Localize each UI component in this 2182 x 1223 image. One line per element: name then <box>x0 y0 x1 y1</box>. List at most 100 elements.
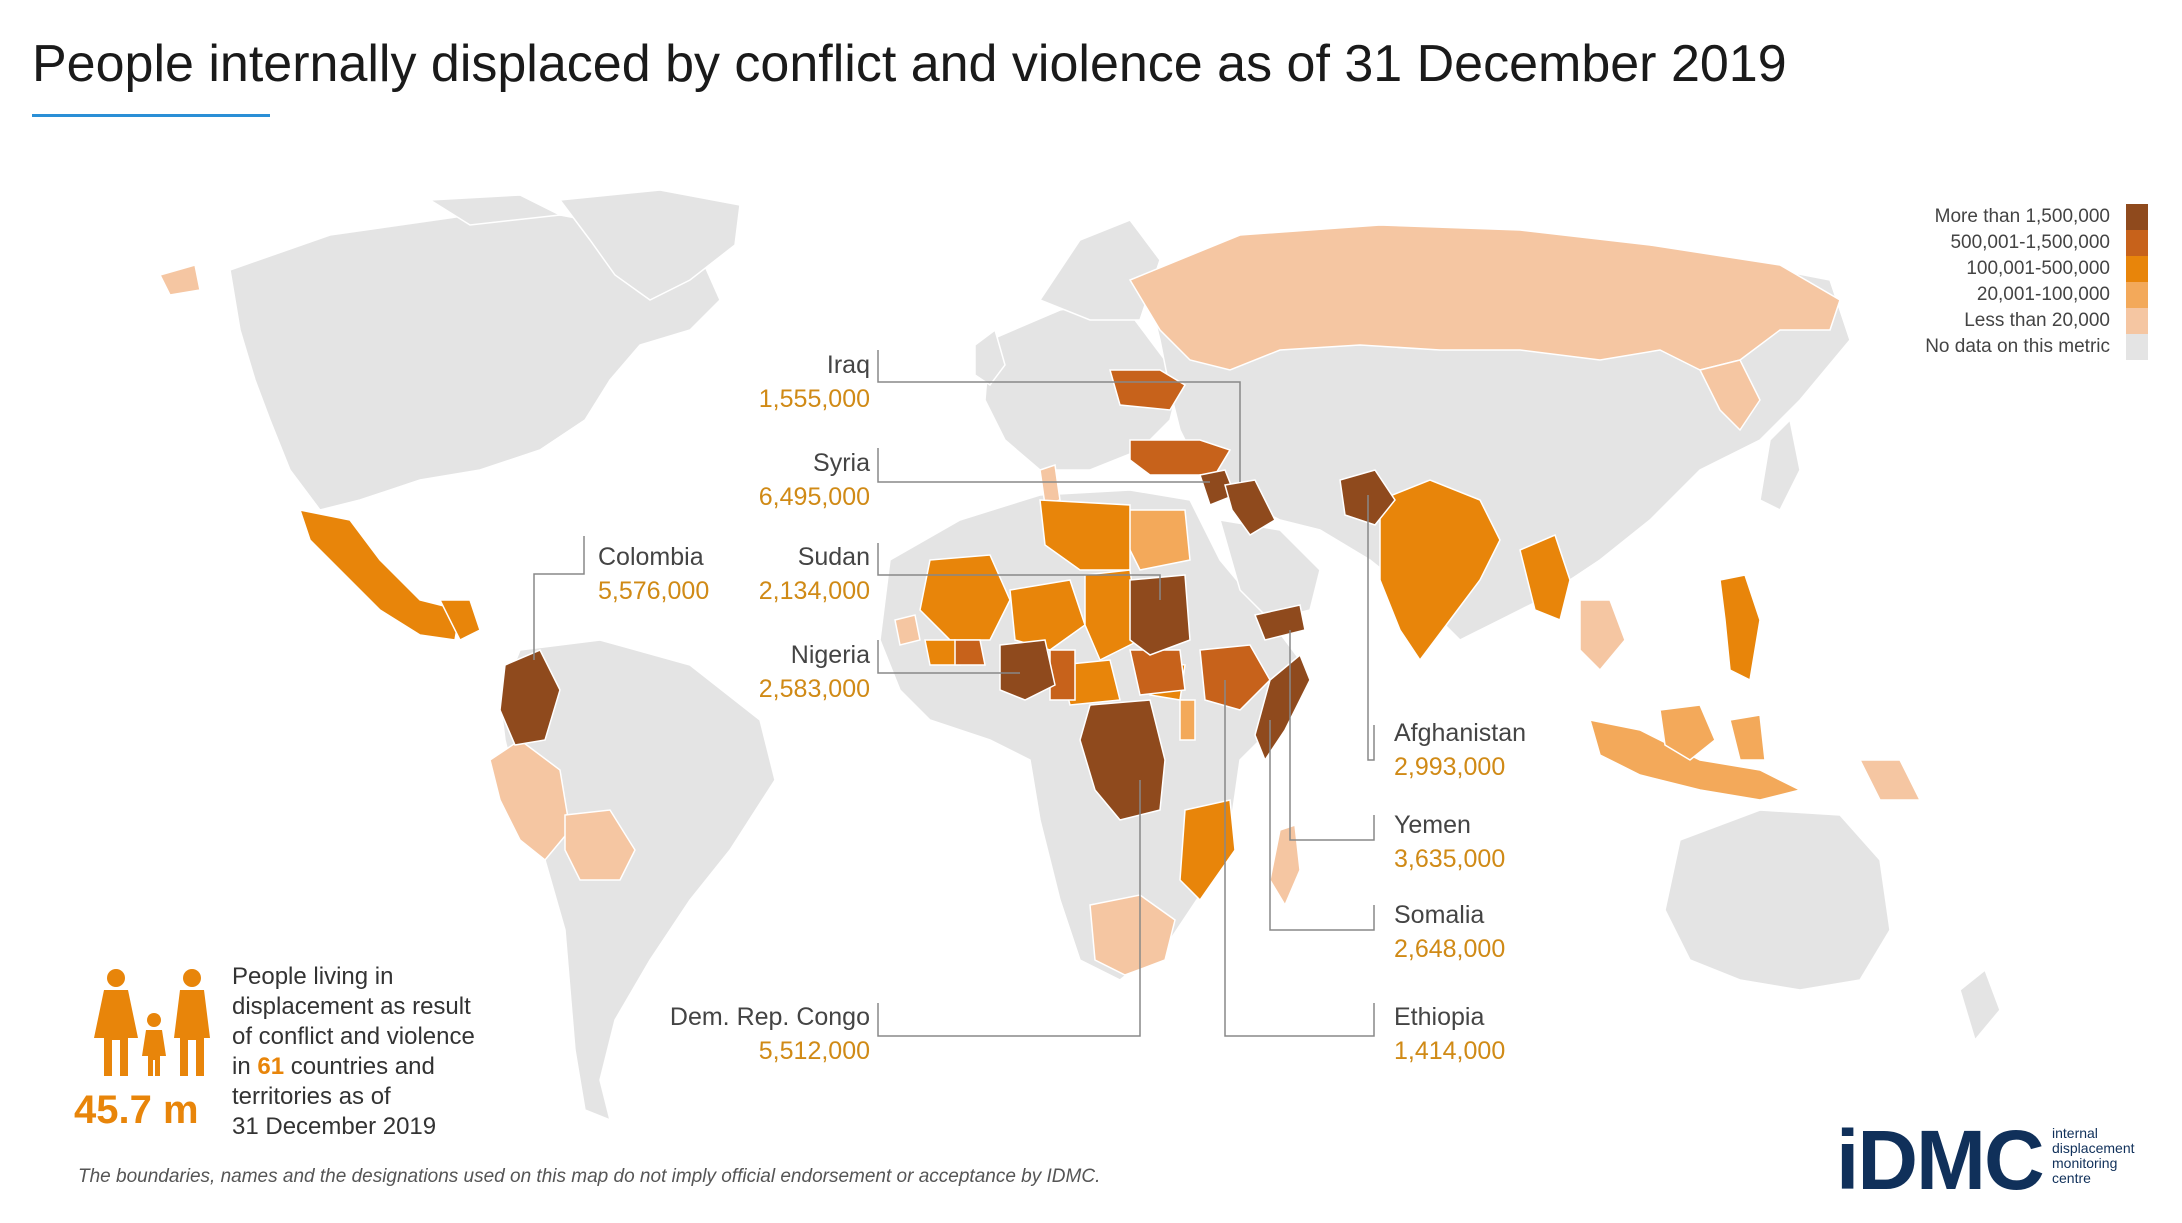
yemen-region <box>1253 604 1306 641</box>
stat-line: 31 December 2019 <box>232 1113 437 1140</box>
new-zealand-land <box>1959 968 2001 1042</box>
disclaimer-text: The boundaries, names and the designatio… <box>78 1166 1101 1187</box>
callout-somalia: Somalia 2,648,000 <box>1394 898 1505 966</box>
callout-colombia: Colombia 5,576,000 <box>598 540 709 608</box>
callout-country-name: Iraq <box>826 351 870 379</box>
logo-wordmark: iDMC <box>1836 1113 2045 1207</box>
bolivia-region <box>564 809 636 881</box>
libya-region <box>1039 499 1131 571</box>
callout-country-name: Dem. Rep. Congo <box>669 1003 870 1031</box>
ethiopia-region <box>1199 644 1271 711</box>
libya-adjacent-region <box>1039 464 1061 506</box>
callout-country-name: Afghanistan <box>1394 719 1527 747</box>
callout-country-name: Colombia <box>598 543 704 571</box>
png-region <box>1858 759 1922 801</box>
somalia-leader-line <box>1269 720 1375 931</box>
callout-country-name: Yemen <box>1394 811 1471 839</box>
central-america-region <box>438 599 481 642</box>
stat-country-count: 61 <box>257 1053 285 1080</box>
stat-line: People living in <box>232 963 394 990</box>
legend-swatch <box>2126 230 2148 256</box>
total-displaced-figure: 45.7 m <box>74 1088 199 1132</box>
callout-value: 5,576,000 <box>598 577 710 605</box>
iraq-region <box>1224 479 1276 536</box>
logo-subtitle-line: internal <box>2052 1125 2098 1141</box>
map-title: People internally displaced by conflict … <box>32 35 1787 93</box>
legend-label: More than 1,500,000 <box>1934 206 2110 227</box>
callout-country-name: Syria <box>813 449 870 477</box>
borneo-region <box>1659 704 1716 761</box>
russia-far-east-region <box>1698 359 1761 432</box>
logo-subtitle-line: centre <box>2052 1170 2091 1186</box>
chad-region <box>1084 569 1141 662</box>
callout-syria: Syria 6,495,000 <box>759 446 870 514</box>
uk-land <box>974 328 1006 387</box>
legend-label: Less than 20,000 <box>1964 310 2110 331</box>
class-less-than-20k <box>158 224 1922 976</box>
ethiopia-leader-line <box>1224 680 1375 1037</box>
stat-line-prefix: in <box>232 1053 258 1080</box>
legend-item: More than 1,500,000 <box>1925 204 2148 230</box>
egypt-region <box>1124 509 1191 571</box>
idmc-logo: iDMC internal displacement monitoring ce… <box>1836 1118 2146 1202</box>
burkina-faso-region <box>954 639 986 666</box>
callout-value: 3,635,000 <box>1394 845 1506 873</box>
callout-value: 5,512,000 <box>758 1037 870 1065</box>
legend-swatch <box>2126 334 2148 360</box>
stat-line: of conflict and violence <box>232 1023 475 1050</box>
sudan-leader-line <box>877 543 1161 600</box>
title-underline <box>32 114 270 117</box>
iraq-leader-line <box>877 350 1241 482</box>
india-region <box>1379 479 1501 662</box>
turkey-region <box>1129 439 1232 476</box>
guinea-region <box>894 614 921 646</box>
south-sudan-region <box>1129 649 1186 696</box>
legend-label: 100,001-500,000 <box>1966 258 2110 279</box>
colombia-region <box>499 649 561 746</box>
legend-swatch <box>2126 308 2148 334</box>
legend-swatch <box>2126 204 2148 230</box>
legend-item: 20,001-100,000 <box>1925 282 2148 308</box>
sudan-region <box>1129 574 1191 656</box>
somalia-region <box>1254 653 1311 762</box>
callout-iraq: Iraq 1,555,000 <box>759 348 870 416</box>
logo-subtitle: internal displacement monitoring centre <box>2052 1126 2135 1186</box>
sulawesi-region <box>1729 714 1766 761</box>
callout-nigeria: Nigeria 2,583,000 <box>759 638 870 706</box>
drc-leader-line <box>877 780 1141 1037</box>
legend-item: 100,001-500,000 <box>1925 256 2148 282</box>
nigeria-leader-line <box>877 640 1020 674</box>
stat-description: People living in displacement as result … <box>232 962 475 1142</box>
class-500k-1-5m <box>954 369 1271 711</box>
australia-land <box>1664 809 1891 991</box>
callout-sudan: Sudan 2,134,000 <box>759 540 870 608</box>
callout-country-name: Somalia <box>1394 901 1485 929</box>
madagascar-region <box>1269 823 1301 907</box>
callout-value: 6,495,000 <box>758 483 870 511</box>
mozambique-region <box>1179 799 1236 902</box>
callout-value: 2,993,000 <box>1394 753 1506 781</box>
callout-value: 2,134,000 <box>758 577 870 605</box>
callout-value: 1,555,000 <box>758 385 870 413</box>
mexico-region <box>298 509 461 641</box>
myanmar-region <box>1519 533 1571 622</box>
greenland-land <box>558 189 741 301</box>
legend-item: 500,001-1,500,000 <box>1925 230 2148 256</box>
arctic-islands-land <box>427 194 563 226</box>
canada-small-region <box>158 264 201 296</box>
stat-line: territories as of <box>232 1083 391 1110</box>
logo-subtitle-line: displacement <box>2052 1140 2135 1156</box>
japan-land <box>1759 418 1801 512</box>
callout-leader-lines <box>533 350 1375 1037</box>
legend-item: No data on this metric <box>1925 334 2148 360</box>
map-legend: More than 1,500,000 500,001-1,500,000 10… <box>1925 204 2148 360</box>
syria-leader-line <box>877 448 1210 483</box>
afghanistan-leader-line <box>1367 495 1375 761</box>
ukraine-region <box>1109 369 1187 411</box>
colombia-leader-line <box>533 536 585 660</box>
yemen-leader-line <box>1289 630 1375 841</box>
thailand-region <box>1579 599 1626 672</box>
legend-swatch <box>2126 256 2148 282</box>
mali-region <box>919 554 1011 641</box>
